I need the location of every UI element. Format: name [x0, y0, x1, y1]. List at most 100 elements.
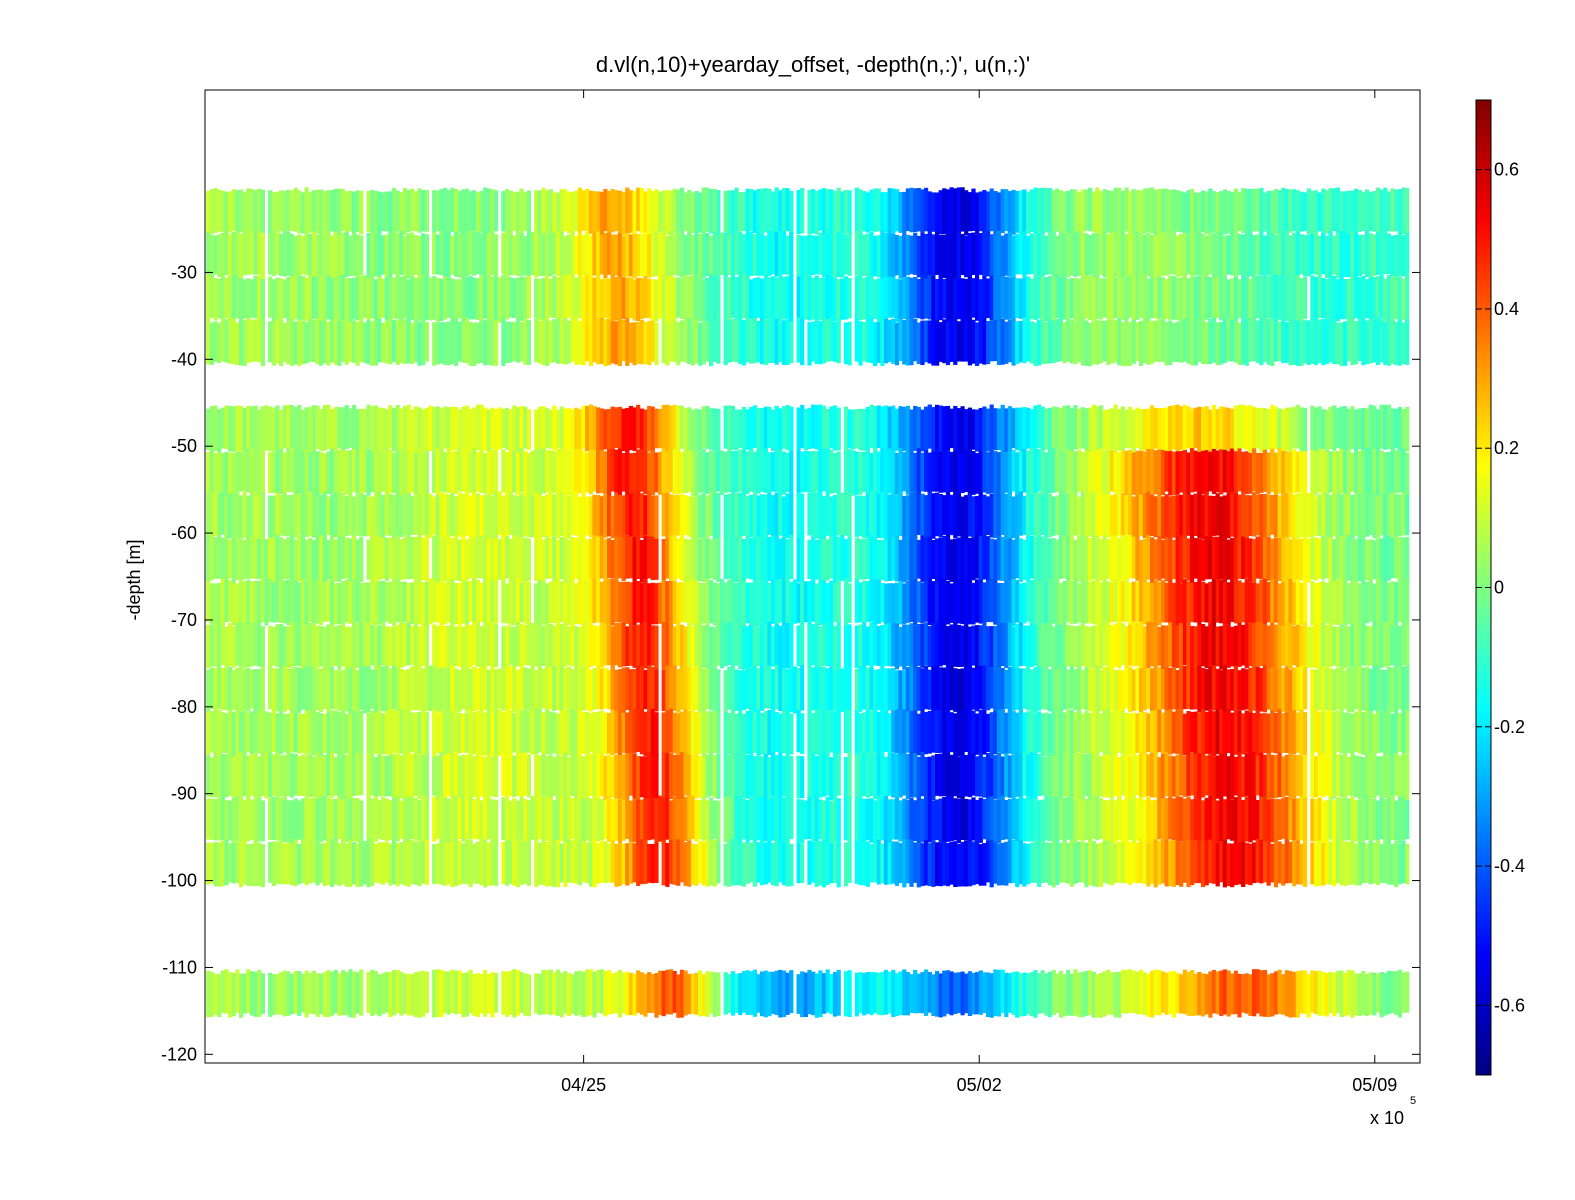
heatmap-cell [249, 536, 255, 579]
heatmap-cell [1292, 710, 1297, 755]
heatmap-cell [625, 494, 630, 536]
heatmap-cell [749, 537, 754, 580]
heatmap-cell [1186, 318, 1191, 364]
heatmap-cell [862, 191, 867, 232]
heatmap-cell [1058, 583, 1064, 626]
heatmap-cell [1357, 666, 1362, 713]
heatmap-cell [887, 971, 892, 1014]
heatmap-cell [730, 971, 736, 1016]
heatmap-cell [767, 665, 772, 709]
heatmap-cell [242, 973, 247, 1014]
heatmap-cell [446, 668, 451, 713]
heatmap-cell [945, 581, 951, 625]
heatmap-cell [920, 752, 925, 797]
heatmap-cell [1255, 583, 1260, 624]
heatmap-cell [1146, 233, 1151, 277]
heatmap-cell [566, 666, 572, 714]
heatmap-cell [727, 579, 732, 627]
heatmap-cell [395, 451, 400, 495]
heatmap-cell [741, 798, 746, 840]
heatmap-cell [734, 973, 739, 1013]
heatmap-cell [559, 491, 564, 537]
heatmap-cell [289, 800, 295, 844]
heatmap-cell [217, 797, 222, 841]
heatmap-cell [1000, 536, 1005, 581]
heatmap-cell [355, 278, 360, 320]
heatmap-cell [949, 583, 954, 623]
heatmap-cell [1004, 451, 1009, 493]
heatmap-cell [665, 235, 670, 279]
heatmap-cell [705, 405, 710, 449]
heatmap-cell [508, 492, 513, 535]
heatmap-cell [931, 666, 936, 714]
heatmap-cell [464, 667, 470, 712]
heatmap-cell [249, 230, 255, 275]
heatmap-cell [1109, 581, 1115, 623]
heatmap-cell [727, 974, 732, 1013]
heatmap-cell [1255, 188, 1260, 232]
heatmap-cell [610, 496, 615, 539]
heatmap-cell [752, 712, 757, 753]
heatmap-cell [752, 625, 757, 668]
heatmap-cell [570, 231, 575, 279]
heatmap-cell [1029, 622, 1034, 667]
heatmap-cell [1273, 754, 1279, 799]
heatmap-cell [268, 712, 273, 754]
heatmap-cell [446, 798, 451, 844]
heatmap-cell [654, 798, 659, 844]
heatmap-cell [1128, 666, 1133, 713]
heatmap-cell [1266, 409, 1271, 450]
heatmap-cell [1066, 190, 1071, 236]
heatmap-cell [716, 319, 721, 364]
heatmap-cell [508, 451, 513, 497]
heatmap-cell [1365, 666, 1370, 712]
heatmap-cell [505, 452, 510, 494]
heatmap-cell [432, 322, 437, 366]
heatmap-cell [300, 798, 306, 844]
heatmap-cell [774, 970, 779, 1016]
heatmap-cell [534, 491, 539, 539]
heatmap-cell [712, 188, 717, 234]
heatmap-cell [1346, 756, 1351, 796]
heatmap-cell [752, 969, 757, 1017]
heatmap-cell [388, 317, 393, 365]
heatmap-cell [1117, 757, 1122, 801]
heatmap-cell [650, 536, 655, 581]
heatmap-cell [1244, 537, 1249, 579]
heatmap-cell [559, 796, 564, 842]
heatmap-cell [1095, 843, 1100, 887]
heatmap-cell [628, 405, 634, 451]
heatmap-cell [1095, 406, 1100, 453]
heatmap-cell [395, 625, 400, 668]
heatmap-cell [1281, 320, 1286, 364]
heatmap-cell [1029, 709, 1034, 757]
heatmap-cell [319, 843, 324, 883]
heatmap-cell [1055, 581, 1060, 626]
heatmap-cell [752, 318, 757, 364]
heatmap-cell [257, 624, 262, 667]
heatmap-cell [1047, 188, 1053, 233]
heatmap-cell [945, 492, 951, 538]
heatmap-cell [847, 970, 852, 1017]
heatmap-cell [304, 710, 309, 755]
heatmap-cell [800, 235, 805, 278]
heatmap-cell [1117, 625, 1122, 669]
heatmap-cell [1255, 839, 1260, 883]
heatmap-cell [1350, 839, 1355, 885]
heatmap-cell [1295, 578, 1300, 626]
heatmap-cell [927, 711, 932, 754]
heatmap-cell [552, 192, 557, 234]
heatmap-cell [472, 843, 477, 884]
heatmap-cell [548, 843, 553, 886]
heatmap-cell [847, 321, 852, 366]
heatmap-cell [1120, 843, 1125, 884]
heatmap-cell [428, 493, 433, 538]
heatmap-cell [1135, 667, 1140, 711]
heatmap-cell [300, 275, 306, 321]
heatmap-cell [1018, 709, 1023, 757]
heatmap-cell [574, 626, 579, 668]
heatmap-cell [617, 623, 623, 668]
heatmap-cell [304, 970, 309, 1018]
heatmap-cell [1011, 579, 1016, 627]
heatmap-cell [1324, 409, 1330, 453]
